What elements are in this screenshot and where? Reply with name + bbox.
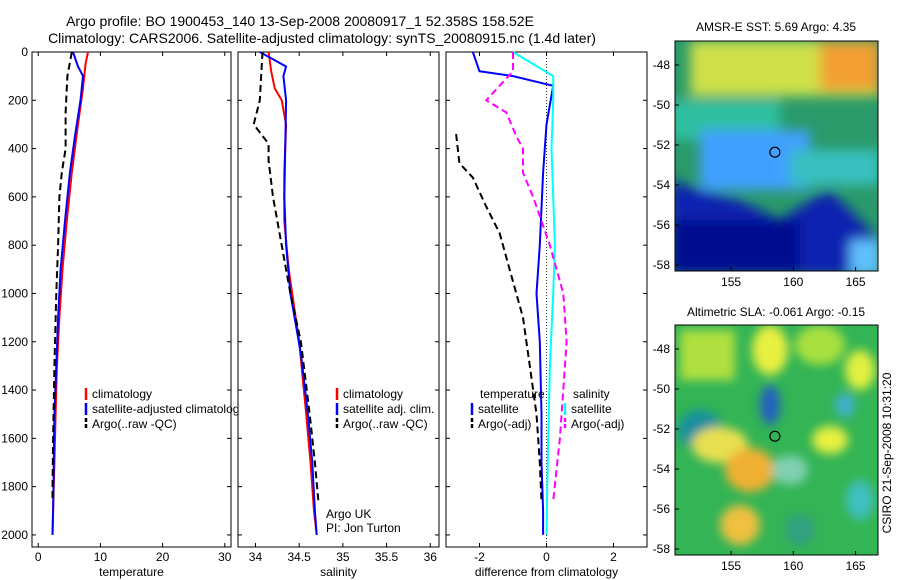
salinity-series-satellite-adj-clim [259, 51, 318, 535]
difference-legend-salinity-argo-adj-label: Argo(-adj) [571, 417, 624, 431]
depth-tick-label: 200 [8, 93, 28, 107]
salinity-xtick-label: 36 [424, 550, 438, 564]
difference-legend-temperature-satellite-label: satellite [478, 402, 519, 416]
depth-tick-label: 600 [8, 190, 28, 204]
depth-tick-label: 800 [8, 238, 28, 252]
sla_map-xtick-label: 165 [846, 559, 866, 573]
difference-xtick-label: 0 [543, 550, 550, 564]
sla_map-ytick-label: -56 [653, 502, 671, 516]
temperature-legend-satellite-adjusted-climatology-label: satellite-adjusted climatology [92, 402, 245, 416]
temperature-legend-climatology-label: climatology [92, 387, 152, 401]
temperature-xtick-label: 10 [94, 550, 108, 564]
difference-xtick-label: -2 [474, 550, 485, 564]
difference-xtick-label: 2 [610, 550, 617, 564]
difference-legend-group-temperature: temperature [480, 387, 545, 401]
depth-tick-label: 1800 [1, 480, 28, 494]
salinity-legend-satellite-adj-clim-label: satellite adj. clim. [343, 402, 434, 416]
difference-legend-group-salinity: salinity [573, 387, 610, 401]
depth-tick-label: 2000 [1, 528, 28, 542]
depth-tick-label: 1200 [1, 335, 28, 349]
salinity-xtick-label: 34.5 [287, 550, 311, 564]
sst-argo-location-marker [769, 146, 781, 158]
difference-series-temperature-satellite [471, 51, 555, 535]
difference-series-salinity-argo-adj [485, 52, 568, 502]
sla-map-title: Altimetric SLA: -0.061 Argo: -0.15 [687, 305, 865, 319]
sst_map-ytick-label: -54 [653, 178, 671, 192]
salinity-profile-panel: 34 34.5 35 35.5 36 salinity climatologysatelli… [237, 51, 440, 579]
sla_map-ytick-label: -54 [653, 462, 671, 476]
sla_map-ytick-label: -50 [653, 382, 671, 396]
difference-legend-salinity-satellite-label: satellite [571, 402, 612, 416]
temperature-xtick-label: 30 [218, 550, 232, 564]
salinity-annotation-line: PI: Jon Turton [326, 521, 401, 535]
timestamp-label: CSIRO 21-Sep-2008 10:31:20 [880, 372, 894, 533]
temperature-xtick-label: 20 [156, 550, 170, 564]
sla_map-xtick-label: 160 [783, 559, 803, 573]
difference-series-salinity-satellite [512, 51, 556, 535]
temperature-profile-panel: 0 10 20 30 0 200 400 600 800 1000 1200 1400 1600 1800… [1, 45, 245, 579]
sst_map-ytick-label: -56 [653, 218, 671, 232]
salinity-xlabel: salinity [320, 565, 357, 579]
difference-series-temperature-argo-adj [455, 133, 543, 502]
temperature-legend-argo-raw-qc-label: Argo(..raw -QC) [92, 417, 177, 431]
sst_map-xtick-label: 165 [846, 275, 866, 289]
temperature-xlabel: temperature [99, 565, 164, 579]
difference-legend-temperature-argo-adj-label: Argo(-adj) [478, 417, 531, 431]
sst_map-ytick-label: -48 [653, 58, 671, 72]
sst-map-axes: 155 160 165 -48 -50 -52 -54 -56 -58 [653, 58, 866, 289]
salinity-xtick-label: 35.5 [375, 550, 399, 564]
salinity-series-argo-raw-qc [252, 51, 320, 502]
sla-argo-location-marker [769, 430, 781, 442]
depth-tick-label: 400 [8, 142, 28, 156]
sla_map-ytick-label: -48 [653, 342, 671, 356]
sst_map-xtick-label: 155 [721, 275, 741, 289]
salinity-xtick-label: 35 [336, 550, 350, 564]
sla-map-image [675, 325, 878, 555]
sst_map-ytick-label: -52 [653, 138, 671, 152]
sst_map-ytick-label: -50 [653, 98, 671, 112]
temperature-xtick-label: 0 [35, 550, 42, 564]
sla_map-xtick-label: 155 [721, 559, 741, 573]
salinity-legend-climatology-label: climatology [343, 387, 403, 401]
depth-tick-label: 1000 [1, 286, 28, 300]
depth-tick-label: 1400 [1, 383, 28, 397]
salinity-legend-argo-raw-qc-label: Argo(..raw -QC) [343, 417, 428, 431]
difference-xlabel: difference from climatology [475, 565, 618, 579]
sst-map-image [675, 41, 878, 271]
figure-title-line2: Climatology: CARS2006. Satellite-adjuste… [48, 30, 596, 46]
depth-tick-label: 0 [21, 45, 28, 59]
salinity-plot-area [237, 51, 440, 548]
sst_map-ytick-label: -58 [653, 258, 671, 272]
sst-map-title: AMSR-E SST: 5.69 Argo: 4.35 [696, 20, 856, 34]
sla_map-ytick-label: -58 [653, 542, 671, 556]
depth-tick-label: 1600 [1, 431, 28, 445]
figure-title-line1: Argo profile: BO 1900453_140 13-Sep-2008… [66, 13, 534, 29]
temperature-series-argo-raw-qc [51, 51, 73, 499]
sst_map-xtick-label: 160 [783, 275, 803, 289]
salinity-annotation-line: Argo UK [326, 507, 371, 521]
temperature-series-satellite-adjusted-climatology [51, 51, 84, 535]
sla_map-ytick-label: -52 [653, 422, 671, 436]
salinity-xtick-label: 34 [249, 550, 263, 564]
sla-map-axes: 155 160 165 -48 -50 -52 -54 -56 -58 [653, 342, 866, 573]
temperature-plot-area [31, 51, 232, 548]
